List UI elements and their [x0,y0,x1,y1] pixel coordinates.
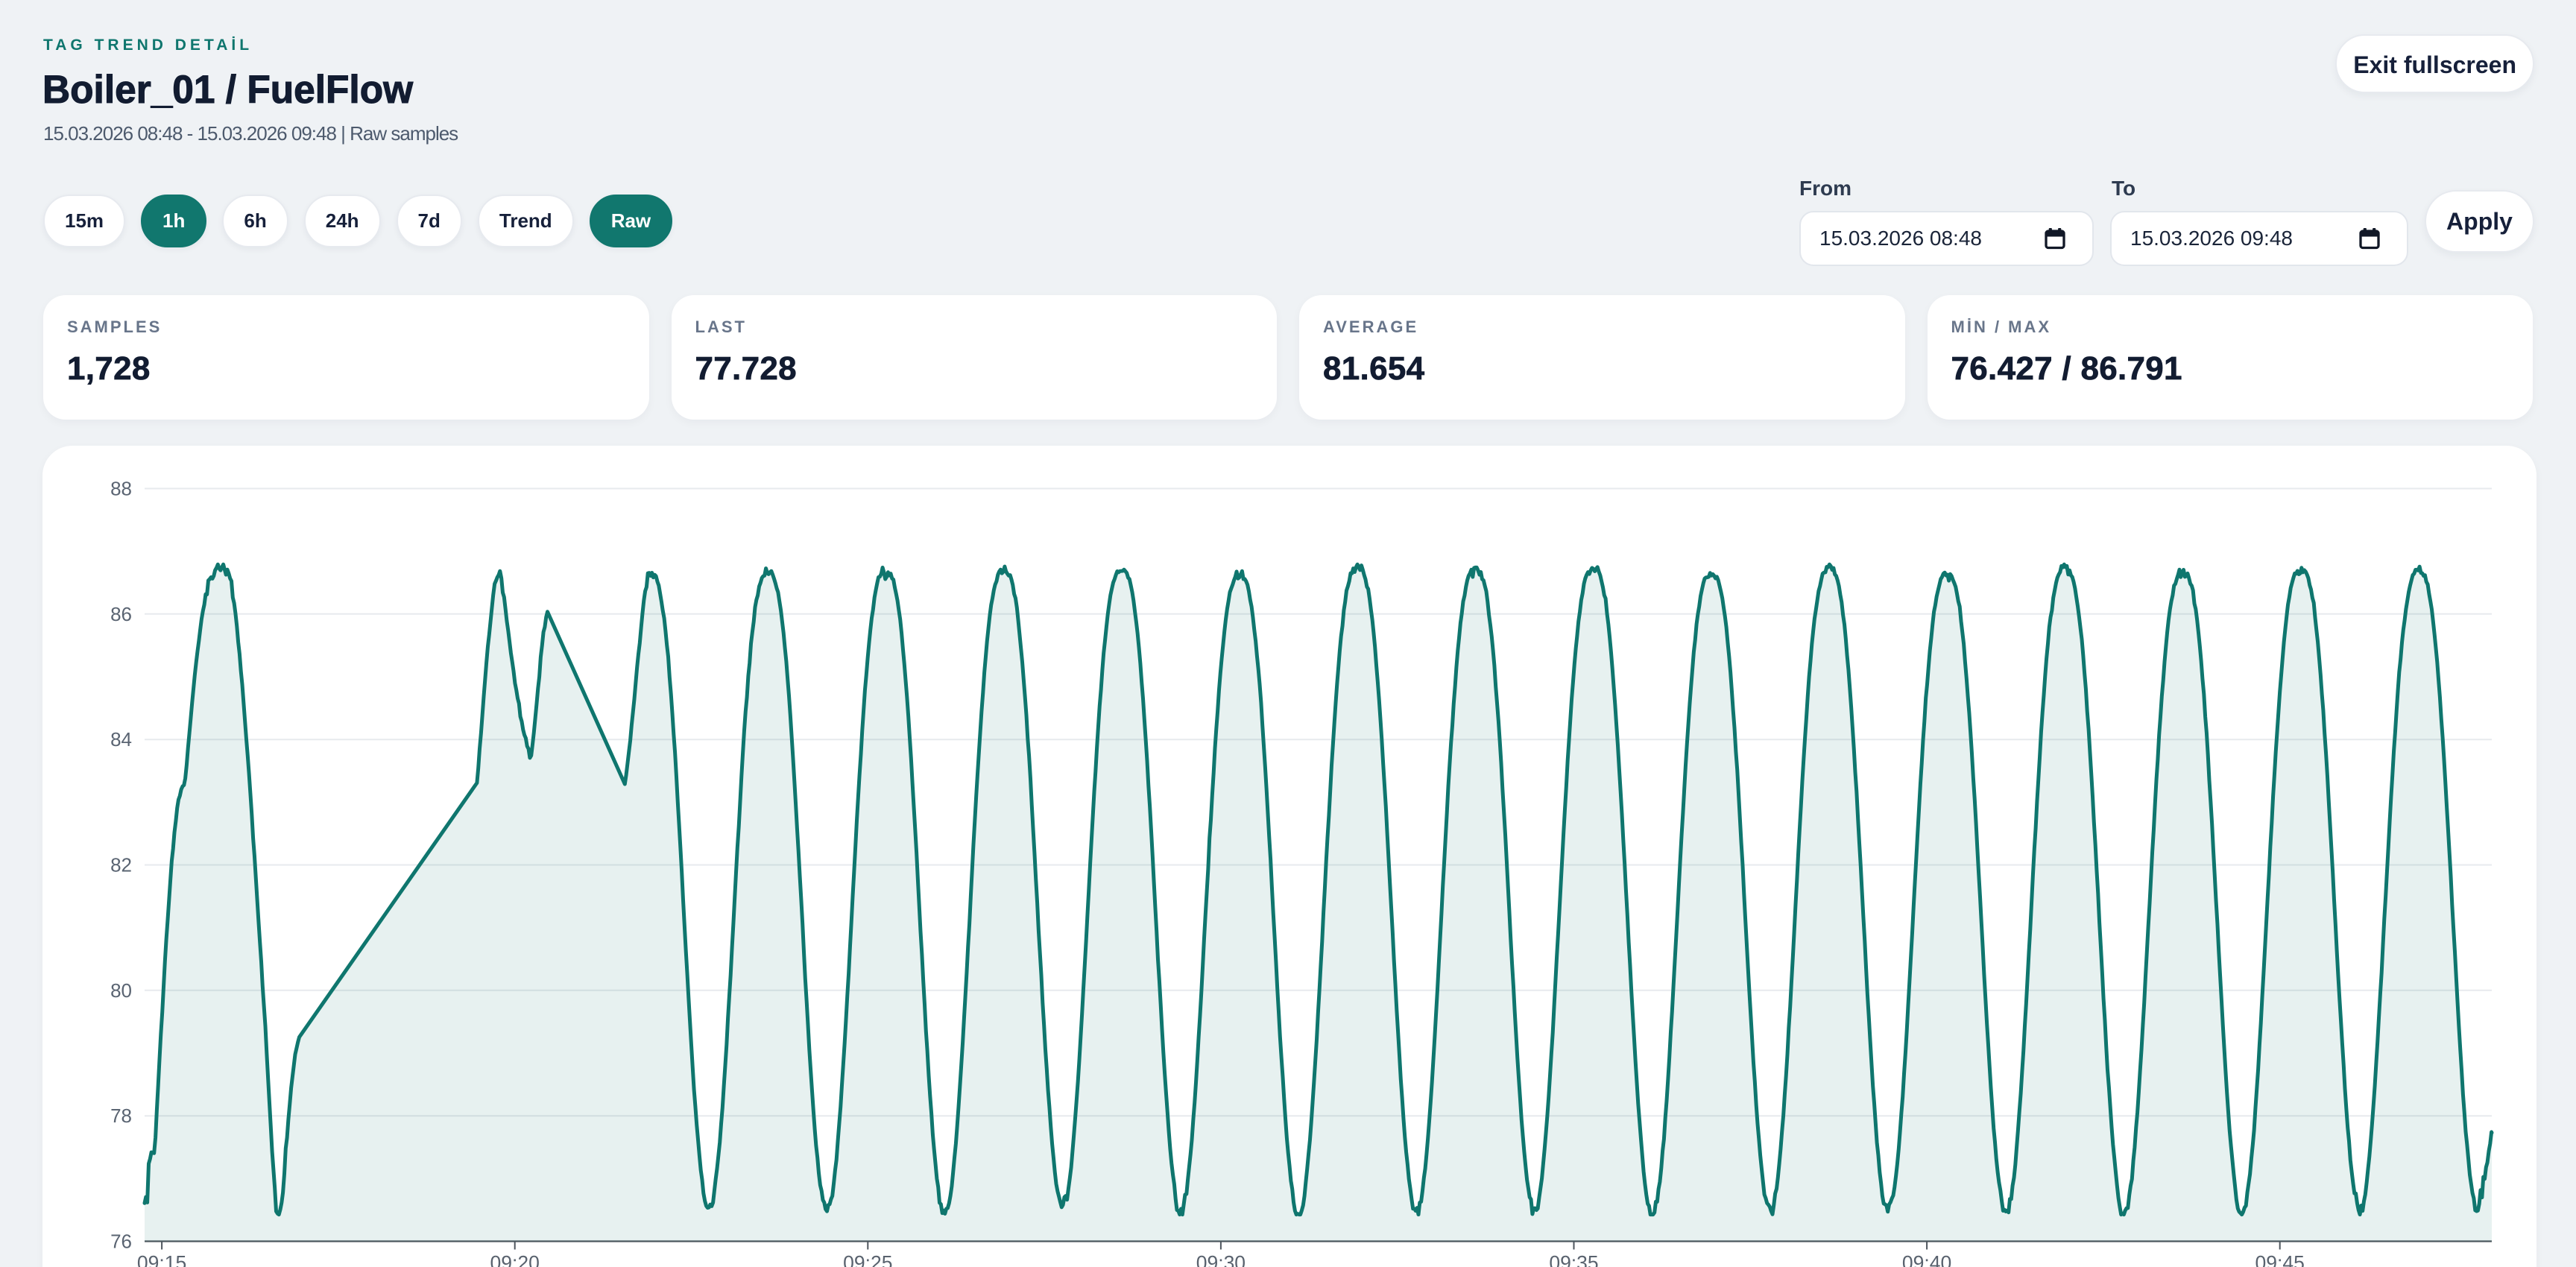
svg-text:80: 80 [110,979,132,1002]
svg-text:09:40: 09:40 [1902,1252,1951,1267]
svg-text:76: 76 [110,1230,132,1253]
svg-text:09:20: 09:20 [490,1252,540,1267]
svg-text:86: 86 [110,603,132,625]
svg-text:84: 84 [110,728,132,751]
svg-text:78: 78 [110,1105,132,1127]
svg-text:09:45: 09:45 [2255,1252,2305,1267]
svg-text:09:25: 09:25 [843,1252,892,1267]
svg-text:09:30: 09:30 [1196,1252,1246,1267]
svg-text:82: 82 [110,854,132,876]
svg-text:09:35: 09:35 [1549,1252,1598,1267]
svg-text:88: 88 [110,478,132,500]
svg-text:09:15: 09:15 [137,1252,186,1267]
